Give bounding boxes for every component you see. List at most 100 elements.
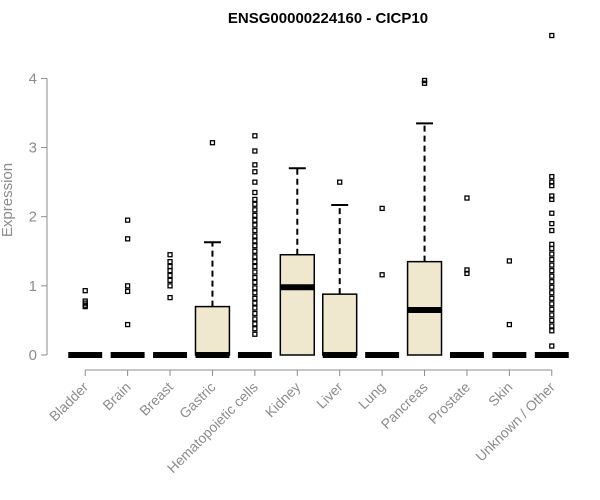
outlier-point [167, 263, 173, 270]
y-tick-label: 4 [29, 70, 37, 87]
outlier-point [252, 238, 258, 244]
outlier-point [252, 248, 258, 254]
outlier-point [252, 201, 258, 207]
x-tick-label: Pancreas [378, 379, 431, 432]
outlier-point [252, 233, 258, 239]
outlier-point [549, 227, 555, 234]
outlier-point [252, 326, 258, 332]
outlier-point [252, 254, 258, 260]
outlier-point [252, 316, 258, 322]
outlier-point [252, 189, 258, 196]
box-group [68, 288, 103, 358]
outlier-point [252, 133, 258, 139]
outlier-point [252, 285, 258, 291]
outlier-point [252, 295, 258, 301]
plot-area [68, 32, 569, 358]
outlier-point [549, 312, 555, 318]
box-group [194, 140, 231, 358]
outlier-point [421, 80, 428, 86]
y-tick-label: 3 [29, 140, 37, 157]
outlier-point [252, 227, 258, 234]
outlier-point [82, 288, 88, 294]
x-tick-label: Liver [313, 379, 346, 412]
outlier-point [549, 284, 555, 290]
outlier-point [549, 210, 555, 216]
y-tick-label: 1 [29, 278, 37, 295]
box-group [534, 32, 569, 358]
x-tick-label: Bladder [46, 379, 92, 425]
outlier-point [549, 179, 555, 185]
outlier-point [167, 277, 173, 283]
outlier-point [124, 217, 131, 223]
outlier-point [549, 323, 555, 329]
outlier-point [549, 267, 555, 274]
box-group [110, 217, 145, 358]
outlier-point [549, 279, 555, 285]
y-axis-label: Expression [0, 163, 16, 237]
outlier-point [549, 256, 555, 263]
outlier-point [549, 290, 555, 296]
outlier-point [252, 321, 258, 327]
outlier-point [252, 305, 258, 311]
iqr-box [279, 253, 316, 356]
outlier-point [549, 343, 555, 349]
box-group [492, 258, 527, 358]
outlier-point [252, 212, 258, 218]
outlier-point [549, 306, 555, 313]
outlier-point [549, 301, 555, 307]
outlier-point [252, 207, 258, 213]
outlier-point [252, 269, 258, 275]
chart-title: ENSG00000224160 - CICP10 [228, 10, 428, 27]
outlier-point [252, 162, 258, 168]
outlier-point [167, 267, 173, 274]
x-tick-label: Breast [136, 379, 176, 419]
outlier-point [252, 169, 258, 175]
outlier-point [549, 193, 555, 199]
outlier-point [252, 222, 258, 228]
outlier-point [549, 295, 555, 301]
outlier-point [549, 328, 555, 334]
x-tick-label: Lung [355, 379, 388, 412]
outlier-point [549, 262, 555, 268]
box-group [406, 77, 443, 356]
x-tick-label: Skin [485, 379, 516, 410]
outlier-point [167, 258, 173, 265]
outlier-point [252, 279, 258, 286]
outlier-point [549, 245, 555, 252]
x-tick-label: Brain [99, 379, 133, 413]
x-tick-label: Unknown / Other [472, 379, 558, 465]
outlier-point [549, 32, 555, 39]
outlier-point [252, 290, 258, 296]
outlier-point [252, 217, 258, 223]
outlier-point [167, 272, 173, 279]
x-tick-label: Prostate [425, 379, 473, 427]
iqr-box [194, 305, 231, 356]
box-group [321, 179, 358, 358]
outlier-point [209, 140, 216, 146]
y-tick-label: 0 [29, 347, 37, 364]
outlier-point [252, 258, 258, 265]
box-group [449, 195, 484, 358]
outlier-point [252, 274, 258, 281]
outlier-point [549, 251, 555, 257]
box-group [365, 205, 400, 358]
outlier-point [167, 294, 173, 301]
outlier-point [252, 196, 258, 203]
box-group [279, 167, 316, 356]
x-tick-label: Kidney [262, 379, 304, 421]
outlier-point [549, 273, 555, 279]
outlier-point [549, 317, 555, 324]
outlier-point [252, 243, 258, 249]
outlier-point [167, 283, 173, 289]
outlier-point [421, 77, 428, 84]
outlier-point [549, 241, 555, 248]
outlier-point [167, 252, 173, 258]
outlier-point [252, 331, 258, 337]
outlier-point [506, 258, 513, 264]
outlier-point [379, 205, 385, 212]
outlier-point [506, 321, 513, 328]
outlier-point [252, 148, 258, 154]
iqr-box [321, 293, 358, 356]
